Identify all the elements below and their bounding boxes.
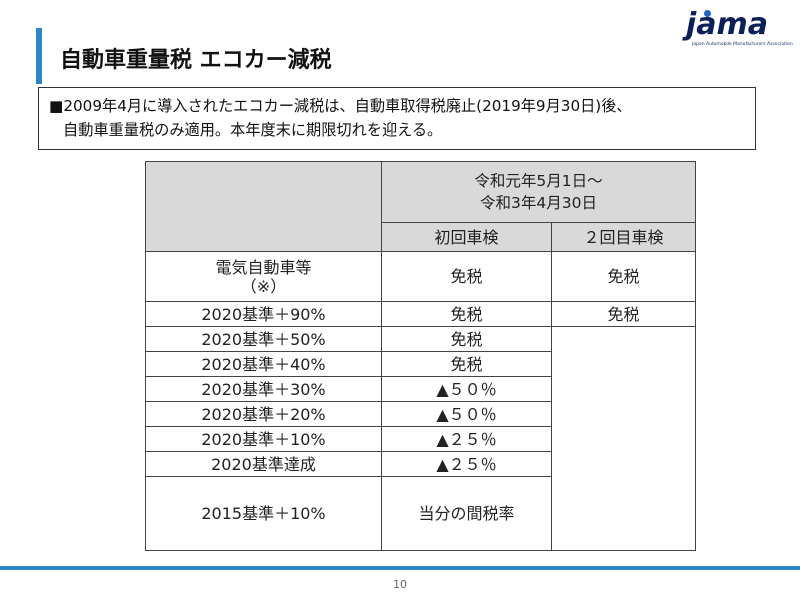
- row-first-value: 免税: [381, 326, 552, 352]
- row-first-value: ▲２５％: [381, 426, 552, 452]
- row-first-value: ▲５０％: [381, 376, 552, 402]
- footer-rule: [0, 566, 800, 570]
- second-inspection-empty-cell: [551, 326, 696, 551]
- summary-line-1: ■2009年4月に導入されたエコカー減税は、自動車取得税廃止(2019年9月30…: [49, 97, 632, 115]
- tax-table: 令和元年5月1日～ 令和3年4月30日 初回車検 ２回目車検 電気自動車等 （※…: [145, 161, 696, 551]
- row-first-value: 免税: [381, 301, 552, 327]
- row-second-value: 免税: [551, 251, 696, 302]
- row-label: 電気自動車等 （※）: [145, 251, 382, 302]
- row-label-line-1: 電気自動車等: [215, 257, 312, 277]
- logo-wordmark: jama: [686, 7, 769, 42]
- row-label: 2020基準＋20%: [145, 401, 382, 427]
- row-label: 2020基準＋30%: [145, 376, 382, 402]
- page-number: 10: [393, 578, 407, 591]
- row-label-line-2: （※）: [240, 276, 287, 296]
- period-line-2: 令和3年4月30日: [480, 194, 597, 212]
- page-title: 自動車重量税 エコカー減税: [60, 48, 332, 73]
- row-label: 2020基準＋40%: [145, 351, 382, 377]
- title-accent-bar: [36, 28, 42, 84]
- row-first-value: 当分の間税率: [381, 476, 552, 551]
- header-second-inspection: ２回目車検: [551, 222, 696, 252]
- period-line-1: 令和元年5月1日～: [474, 172, 603, 190]
- summary-box: ■2009年4月に導入されたエコカー減税は、自動車取得税廃止(2019年9月30…: [38, 87, 756, 150]
- row-label: 2020基準＋10%: [145, 426, 382, 452]
- logo-dot: [704, 10, 711, 17]
- row-label: 2020基準＋90%: [145, 301, 382, 327]
- header-first-inspection: 初回車検: [381, 222, 552, 252]
- row-label: 2015基準＋10%: [145, 476, 382, 551]
- row-first-value: ▲２５％: [381, 451, 552, 477]
- summary-line-2: 自動車重量税のみ適用。本年度末に期限切れを迎える。: [63, 121, 443, 139]
- row-first-value: 免税: [381, 351, 552, 377]
- header-period: 令和元年5月1日～ 令和3年4月30日: [381, 161, 696, 223]
- logo-subtitle: Japan Automobile Manufacturers Associati…: [692, 42, 793, 47]
- row-label: 2020基準＋50%: [145, 326, 382, 352]
- row-label: 2020基準達成: [145, 451, 382, 477]
- jama-logo: jama Japan Automobile Manufacturers Asso…: [686, 7, 793, 52]
- row-second-value: 免税: [551, 301, 696, 327]
- row-first-value: 免税: [381, 251, 552, 302]
- header-blank-cell: [145, 161, 382, 252]
- row-first-value: ▲５０％: [381, 401, 552, 427]
